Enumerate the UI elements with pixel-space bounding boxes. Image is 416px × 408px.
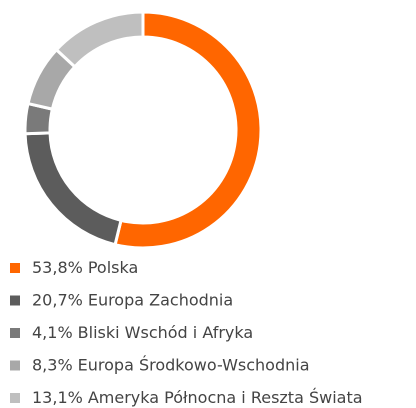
legend-value: 53,8% [32, 258, 83, 277]
legend-swatch [10, 328, 20, 338]
legend-entry: 53,8% Polska [32, 258, 138, 277]
legend-value: 20,7% [32, 290, 83, 309]
donut-slice [54, 10, 145, 69]
legend-swatch [10, 263, 20, 273]
legend-label: Europa Zachodnia [88, 290, 233, 309]
legend-value: 4,1% [32, 323, 73, 342]
legend-value: 8,3% [32, 355, 73, 374]
legend-label: Ameryka Północna i Reszta Świata [88, 388, 363, 407]
legend-entry: 20,7% Europa Zachodnia [32, 290, 233, 309]
legend-value: 13,1% [32, 388, 83, 407]
donut-slice [113, 10, 263, 250]
legend-entry: 13,1% Ameryka Północna i Reszta Świata [32, 388, 363, 407]
donut-slice [23, 131, 123, 247]
legend-swatch [10, 295, 20, 306]
legend-label: Europa Środkowo-Wschodnia [78, 355, 310, 374]
legend-label: Polska [88, 258, 138, 277]
legend-entry: 8,3% Europa Środkowo-Wschodnia [32, 355, 310, 374]
legend-swatch [10, 393, 20, 403]
legend-entry: 4,1% Bliski Wschód i Afryka [32, 323, 253, 342]
legend-swatch [10, 360, 20, 371]
legend-label: Bliski Wschód i Afryka [78, 323, 254, 342]
